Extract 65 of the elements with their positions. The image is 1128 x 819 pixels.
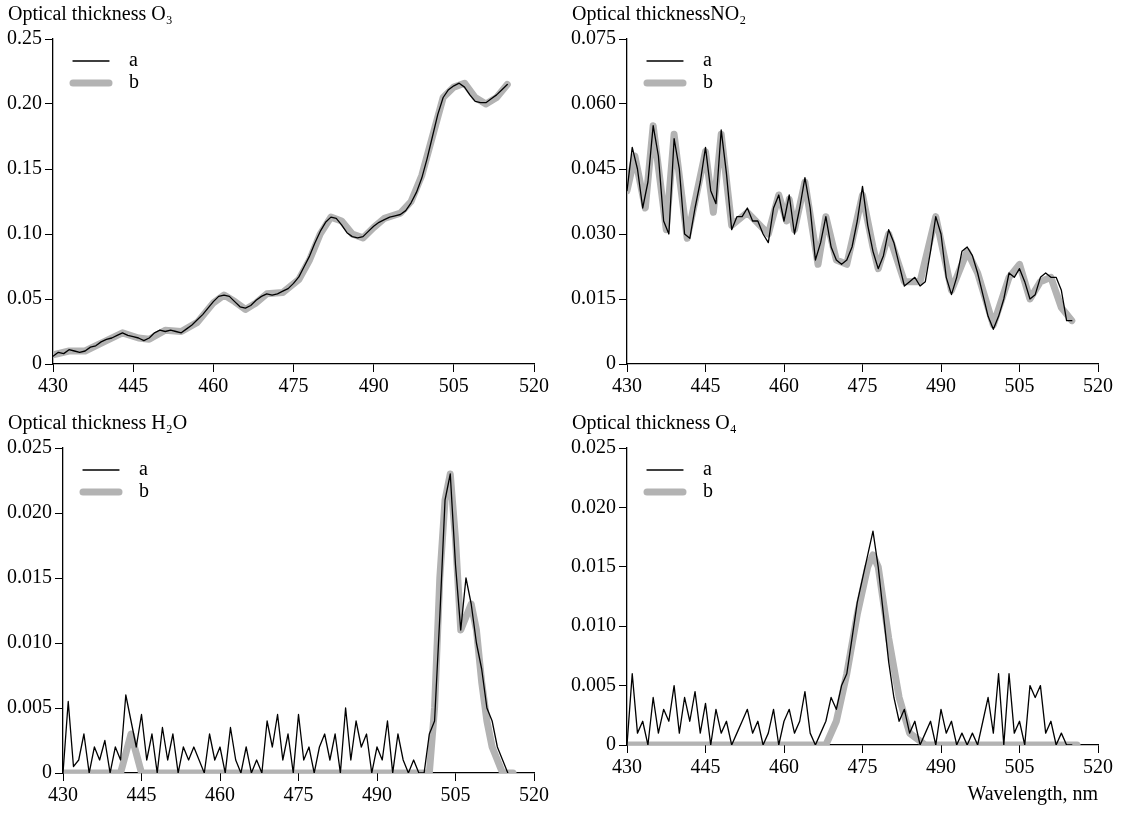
- x-tick-label: 520: [1083, 755, 1113, 778]
- x-tick-label: 475: [847, 755, 878, 778]
- y-tick-label: 0.025: [7, 435, 52, 458]
- x-tick-label: 520: [519, 783, 549, 806]
- y-tick-label: 0: [606, 351, 616, 374]
- y-tick-label: 0.005: [7, 695, 52, 718]
- x-tick-label: 475: [278, 374, 309, 397]
- legend-label: b: [703, 479, 713, 502]
- x-tick-label: 490: [926, 374, 956, 397]
- y-tick-label: 0.15: [7, 156, 42, 179]
- legend-label: a: [129, 48, 138, 71]
- y-tick-label: 0.030: [571, 221, 616, 244]
- y-tick-label: 0.005: [571, 672, 616, 695]
- y-tick-label: 0.20: [7, 91, 42, 114]
- chart-title: Optical thickness O₄: [572, 411, 737, 434]
- y-tick-label: 0: [42, 760, 52, 783]
- y-tick-label: 0: [32, 351, 42, 374]
- x-tick-label: 460: [205, 783, 235, 806]
- y-tick-label: 0.025: [571, 435, 616, 458]
- legend-label: a: [703, 457, 712, 480]
- y-tick-label: 0.060: [571, 91, 616, 114]
- y-tick-label: 0.020: [571, 494, 616, 517]
- x-tick-label: 475: [283, 783, 314, 806]
- x-tick-label: 460: [769, 755, 799, 778]
- x-tick-label: 505: [440, 783, 471, 806]
- y-tick-label: 0.010: [7, 630, 52, 653]
- y-tick-label: 0.010: [571, 613, 616, 636]
- x-tick-label: 430: [612, 374, 642, 397]
- x-tick-label: 460: [198, 374, 229, 397]
- x-tick-label: 490: [362, 783, 392, 806]
- chart-title: Optical thickness O₃: [8, 2, 173, 25]
- x-axis-title: Wavelength, nm: [967, 782, 1099, 806]
- x-tick-label: 430: [48, 783, 78, 806]
- chart-title: Optical thicknessNO₂: [572, 2, 747, 25]
- x-tick-label: 490: [358, 374, 389, 397]
- legend-label: b: [129, 70, 139, 93]
- y-tick-label: 0.045: [571, 156, 616, 179]
- y-tick-label: 0.075: [571, 26, 616, 49]
- x-tick-label: 430: [38, 374, 68, 397]
- x-tick-label: 445: [118, 374, 149, 397]
- x-tick-label: 460: [769, 374, 799, 397]
- x-tick-label: 505: [438, 374, 469, 397]
- chart-title: Optical thickness H₂O: [8, 411, 188, 434]
- y-tick-label: 0.05: [7, 286, 42, 309]
- x-tick-label: 445: [690, 755, 721, 778]
- y-tick-label: 0.25: [7, 26, 42, 49]
- x-tick-label: 445: [126, 783, 157, 806]
- legend-label: a: [703, 48, 712, 71]
- x-tick-label: 505: [1004, 374, 1035, 397]
- x-tick-label: 430: [612, 755, 642, 778]
- y-tick-label: 0.015: [571, 286, 616, 309]
- legend-label: b: [703, 70, 713, 93]
- legend-label: b: [139, 479, 149, 502]
- y-tick-label: 0.10: [7, 221, 42, 244]
- y-tick-label: 0.015: [571, 554, 616, 577]
- legend-label: a: [139, 457, 148, 480]
- x-tick-label: 445: [690, 374, 721, 397]
- y-tick-label: 0: [606, 732, 616, 755]
- x-tick-label: 520: [1083, 374, 1113, 397]
- x-tick-label: 475: [847, 374, 878, 397]
- x-tick-label: 505: [1004, 755, 1035, 778]
- x-tick-label: 490: [926, 755, 956, 778]
- x-tick-label: 520: [519, 374, 549, 397]
- y-tick-label: 0.015: [7, 565, 52, 588]
- y-tick-label: 0.020: [7, 500, 52, 523]
